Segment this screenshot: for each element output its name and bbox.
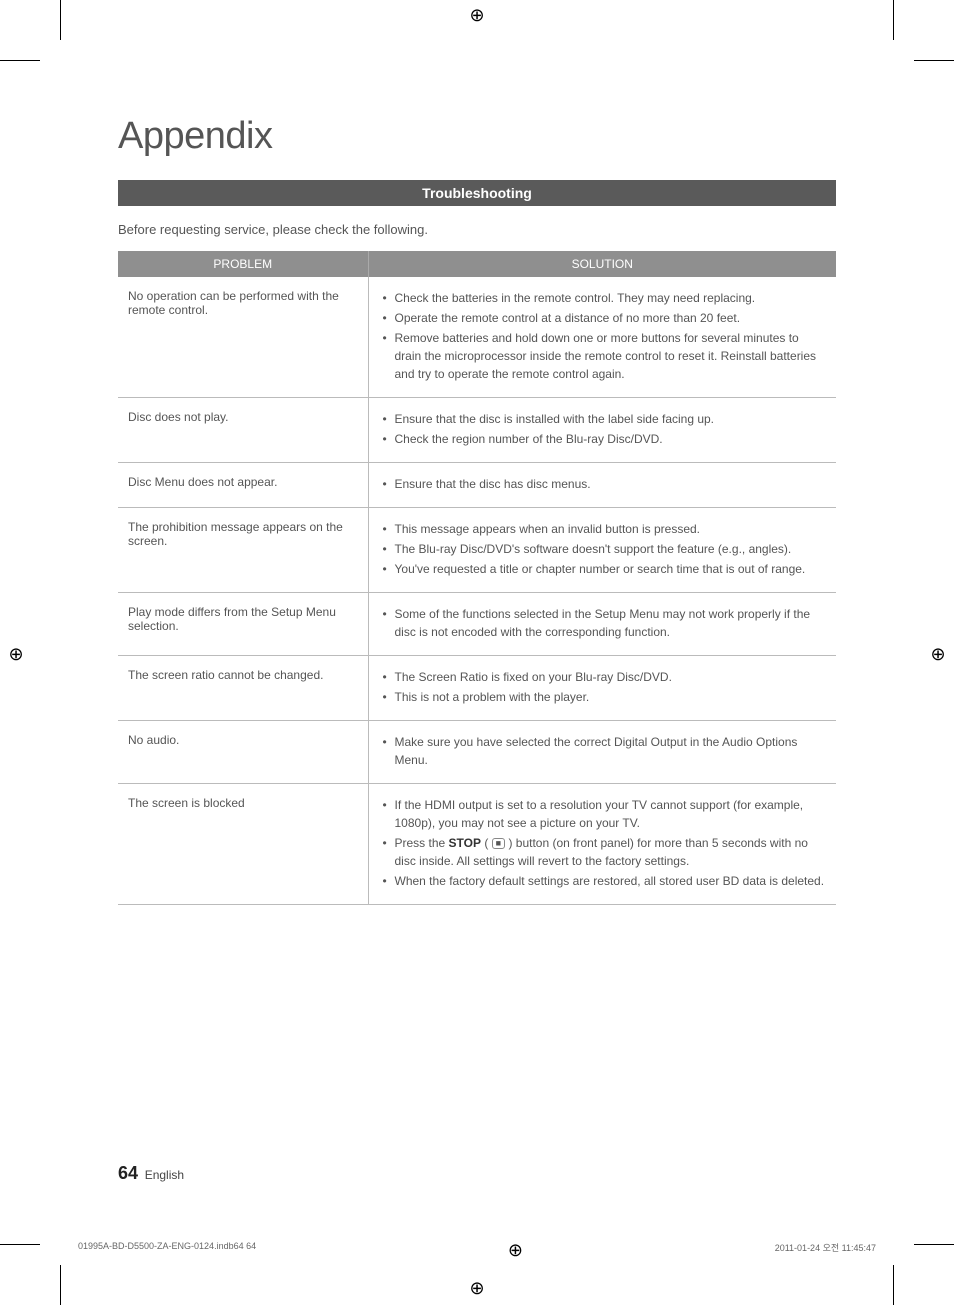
table-row: No operation can be performed with the r… — [118, 277, 836, 398]
solution-item: You've requested a title or chapter numb… — [383, 560, 827, 578]
table-row: The screen ratio cannot be changed. The S… — [118, 656, 836, 721]
table-row: Disc Menu does not appear. Ensure that th… — [118, 463, 836, 508]
page-number: 64 — [118, 1163, 138, 1183]
registration-mark-icon: ⊕ — [467, 6, 487, 26]
stop-button-icon — [492, 838, 505, 849]
page-lang: English — [145, 1168, 184, 1182]
problem-cell: Disc does not play. — [118, 398, 368, 463]
solution-item: The Blu-ray Disc/DVD's software doesn't … — [383, 540, 827, 558]
table-row: Play mode differs from the Setup Menu se… — [118, 593, 836, 656]
intro-text: Before requesting service, please check … — [118, 222, 836, 237]
table-row: The screen is blocked If the HDMI output … — [118, 784, 836, 905]
solution-cell: The Screen Ratio is fixed on your Blu-ra… — [368, 656, 836, 721]
solution-item: The Screen Ratio is fixed on your Blu-ra… — [383, 668, 827, 686]
print-filename: 01995A-BD-D5500-ZA-ENG-0124.indb64 64 — [78, 1241, 256, 1261]
solution-cell: Make sure you have selected the correct … — [368, 721, 836, 784]
page-title: Appendix — [118, 115, 836, 158]
print-metadata: 01995A-BD-D5500-ZA-ENG-0124.indb64 64 ⊕ … — [78, 1241, 876, 1261]
table-row: The prohibition message appears on the s… — [118, 508, 836, 593]
problem-cell: No audio. — [118, 721, 368, 784]
page-footer: 64 English — [118, 1163, 184, 1184]
solution-item: This message appears when an invalid but… — [383, 520, 827, 538]
solution-cell: Some of the functions selected in the Se… — [368, 593, 836, 656]
registration-mark-icon: ⊕ — [467, 1279, 487, 1299]
solution-cell: Check the batteries in the remote contro… — [368, 277, 836, 398]
solution-item: This is not a problem with the player. — [383, 688, 827, 706]
solution-cell: Ensure that the disc has disc menus. — [368, 463, 836, 508]
table-row: No audio. Make sure you have selected the… — [118, 721, 836, 784]
registration-mark-icon: ⊕ — [6, 645, 26, 665]
solution-item: Check the region number of the Blu-ray D… — [383, 430, 827, 448]
problem-cell: No operation can be performed with the r… — [118, 277, 368, 398]
solution-item: Ensure that the disc is installed with t… — [383, 410, 827, 428]
print-timestamp: 2011-01-24 오전 11:45:47 — [775, 1241, 876, 1261]
solution-item: Ensure that the disc has disc menus. — [383, 475, 827, 493]
problem-cell: The screen is blocked — [118, 784, 368, 905]
problem-cell: The prohibition message appears on the s… — [118, 508, 368, 593]
solution-cell: This message appears when an invalid but… — [368, 508, 836, 593]
troubleshooting-table: PROBLEM SOLUTION No operation can be per… — [118, 251, 836, 905]
solution-cell: Ensure that the disc is installed with t… — [368, 398, 836, 463]
solution-item: Press the STOP ( ) button (on front pane… — [383, 834, 827, 870]
column-header-solution: SOLUTION — [368, 251, 836, 277]
problem-cell: The screen ratio cannot be changed. — [118, 656, 368, 721]
solution-item: Make sure you have selected the correct … — [383, 733, 827, 769]
solution-cell: If the HDMI output is set to a resolutio… — [368, 784, 836, 905]
solution-item: Check the batteries in the remote contro… — [383, 289, 827, 307]
section-heading: Troubleshooting — [118, 180, 836, 206]
column-header-problem: PROBLEM — [118, 251, 368, 277]
registration-mark-icon: ⊕ — [505, 1241, 525, 1261]
solution-item: Operate the remote control at a distance… — [383, 309, 827, 327]
solution-item: When the factory default settings are re… — [383, 872, 827, 890]
problem-cell: Play mode differs from the Setup Menu se… — [118, 593, 368, 656]
solution-item: If the HDMI output is set to a resolutio… — [383, 796, 827, 832]
solution-item: Remove batteries and hold down one or mo… — [383, 329, 827, 383]
solution-item: Some of the functions selected in the Se… — [383, 605, 827, 641]
table-row: Disc does not play. Ensure that the disc … — [118, 398, 836, 463]
registration-mark-icon: ⊕ — [928, 645, 948, 665]
problem-cell: Disc Menu does not appear. — [118, 463, 368, 508]
